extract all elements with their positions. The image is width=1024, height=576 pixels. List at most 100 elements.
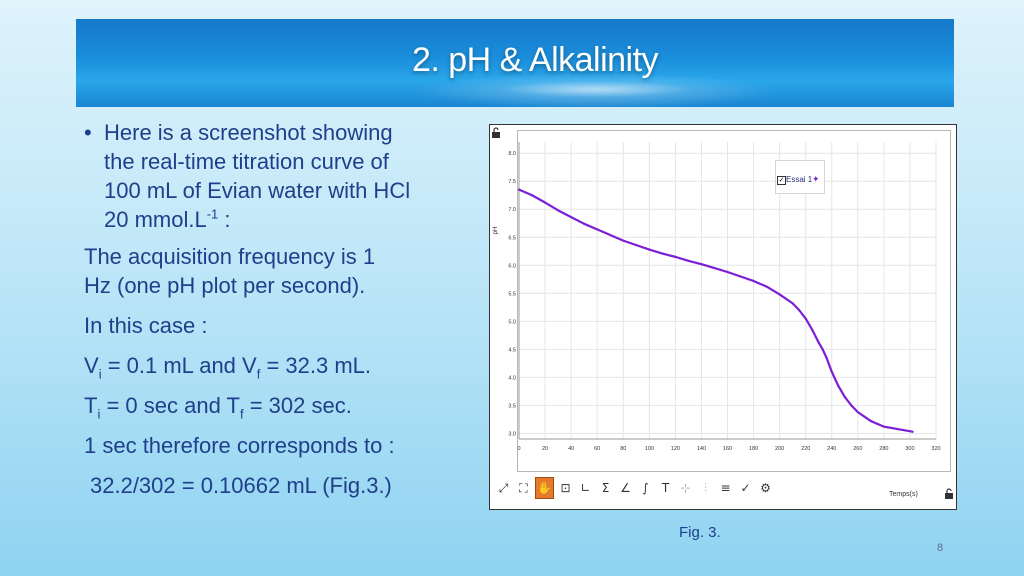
bullet-line: the real-time titration curve of [104,149,389,174]
data-point [543,201,547,204]
legend-label: Essai 1 [786,175,813,184]
data-point [850,404,853,407]
text-run: = 0 sec and T [100,393,240,418]
subscript: f [239,406,244,422]
settings-icon[interactable]: ⚙ [760,481,771,495]
data-point [817,341,820,344]
y-tick-label: 8.0 [508,151,516,157]
data-point [635,244,638,247]
y-tick-label: 5.5 [508,291,516,297]
data-point [648,248,651,251]
data-point [837,384,840,387]
data-point [791,302,794,305]
data-point [821,348,824,351]
data-point [661,252,664,255]
bullet-line: 100 mL of Evian water with HCl [104,178,411,203]
add-point-icon[interactable]: ⊹ [680,481,691,495]
distribution-icon[interactable]: ⫶ [703,481,707,495]
derivative-icon[interactable]: ∠ [620,481,631,495]
x-axis-label: Temps(s) [889,491,918,498]
y-tick-label: 6.0 [508,263,516,269]
data-point [869,419,872,423]
volume-paragraph: Vi = 0.1 mL and Vf = 32.3 mL. [84,351,484,380]
text-run: = 32.3 mL. [260,353,372,378]
fit-axes-icon[interactable]: ⤢ [498,481,509,495]
text-run: T [84,393,98,418]
slide-title: 2. pH & Alkalinity [411,41,659,79]
tangent-icon[interactable]: ∟ [580,481,591,495]
data-point [700,263,703,266]
data-point [609,233,612,237]
para-line: Hz (one pH plot per second). [84,273,366,298]
slide-body: Here is a screenshot showing the real-ti… [84,118,484,511]
chart-toolbar: ⤢ ⛶ ✋ ⊡ ∟ Σ ∠ ∫ T ⊹ ⫶ ≡ ✓ ⚙ [495,474,785,502]
superscript: -1 [206,206,219,222]
correspondence-paragraph: 1 sec therefore corresponds to : [84,433,395,458]
x-tick-label: 60 [594,446,600,452]
plot-area [517,130,951,472]
data-point [876,422,879,425]
subscript: i [97,406,101,422]
data-point [622,239,625,242]
data-point [570,215,573,219]
data-point [687,259,690,262]
x-tick-label: 20 [542,446,548,452]
data-point [713,266,716,270]
text-icon[interactable]: T [661,481,670,495]
data-point [556,209,560,212]
lock-icon[interactable] [944,488,954,500]
data-point [798,309,801,312]
data-point [530,194,534,197]
data-point [911,430,914,433]
case-paragraph: In this case : [84,313,208,338]
y-axis-label: pH [493,227,499,235]
integral-icon[interactable]: ∫ [642,481,649,495]
subscript: i [98,366,102,382]
data-point [596,228,599,231]
page-number: 8 [937,542,944,554]
data-point [739,275,742,278]
sum-icon[interactable]: Σ [601,481,610,495]
x-tick-label: 240 [827,446,836,452]
y-tick-label: 7.0 [508,207,516,213]
data-point [778,293,781,296]
data-point [674,255,677,258]
calculation-paragraph: 32.2/302 = 0.10662 mL (Fig.3.) [90,473,392,498]
x-tick-label: 100 [645,446,654,452]
data-point [583,222,586,225]
data-point [843,395,846,399]
pan-hand-icon[interactable]: ✋ [535,477,554,499]
y-tick-label: 5.0 [508,319,516,325]
x-tick-label: 120 [671,446,680,452]
data-point [765,285,768,288]
figure-caption: Fig. 3. [679,524,721,541]
time-paragraph: Ti = 0 sec and Tf = 302 sec. [84,391,484,420]
x-tick-label: 0 [517,446,520,452]
data-point [517,188,521,191]
x-tick-label: 200 [775,446,784,452]
data-point [895,427,899,431]
data-point [804,317,807,320]
lock-icon[interactable] [491,127,501,139]
series-line [518,188,913,433]
x-tick-label: 260 [853,446,862,452]
center-icon[interactable]: ⊡ [560,481,571,495]
data-point [830,370,833,373]
legend-checkbox[interactable]: ✓ [777,176,786,185]
text-run: = 302 sec. [243,393,352,418]
y-tick-label: 4.5 [508,347,516,353]
x-tick-label: 280 [879,446,888,452]
bullet-item: Here is a screenshot showing the real-ti… [84,118,484,234]
text-run: V [84,353,99,378]
check-icon[interactable]: ✓ [740,481,751,495]
zoom-region-icon[interactable]: ⛶ [519,481,528,495]
x-tick-label: 220 [801,446,810,452]
x-tick-label: 180 [749,446,758,452]
y-tick-label: 3.5 [508,403,516,409]
data-point [882,425,885,428]
bullet-line: : [218,207,231,232]
data-point [856,411,859,414]
x-tick-label: 320 [931,446,940,452]
linear-fit-icon[interactable]: ≡ [720,481,731,495]
y-tick-label: 6.5 [508,235,516,241]
